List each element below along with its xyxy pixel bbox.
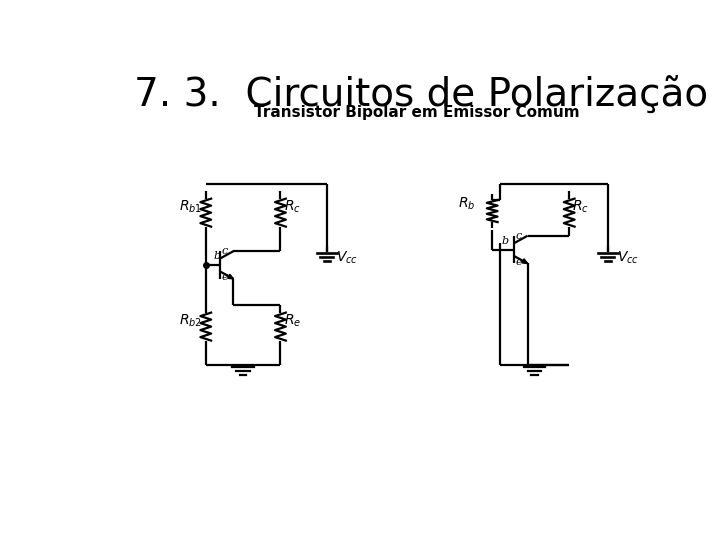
Text: $R_c$: $R_c$ [284, 198, 300, 215]
Text: 7. 3.  Circuitos de Polarização: 7. 3. Circuitos de Polarização [134, 76, 708, 114]
Text: $R_e$: $R_e$ [284, 312, 301, 329]
Text: b: b [213, 251, 220, 261]
Text: c: c [516, 231, 521, 241]
Text: $R_c$: $R_c$ [572, 198, 589, 215]
Text: $V_{cc}$: $V_{cc}$ [617, 250, 639, 266]
Text: c: c [221, 246, 228, 256]
Text: $V_{cc}$: $V_{cc}$ [336, 250, 358, 266]
Text: Transistor Bipolar em Emissor Comum: Transistor Bipolar em Emissor Comum [253, 105, 579, 120]
Text: e: e [516, 257, 522, 267]
Text: $R_b$: $R_b$ [458, 195, 475, 212]
Text: $R_{b1}$: $R_{b1}$ [179, 198, 202, 215]
Text: e: e [221, 272, 228, 282]
Polygon shape [228, 274, 233, 279]
Polygon shape [522, 259, 528, 264]
Text: b: b [501, 236, 508, 246]
Text: $R_{b2}$: $R_{b2}$ [179, 312, 202, 329]
